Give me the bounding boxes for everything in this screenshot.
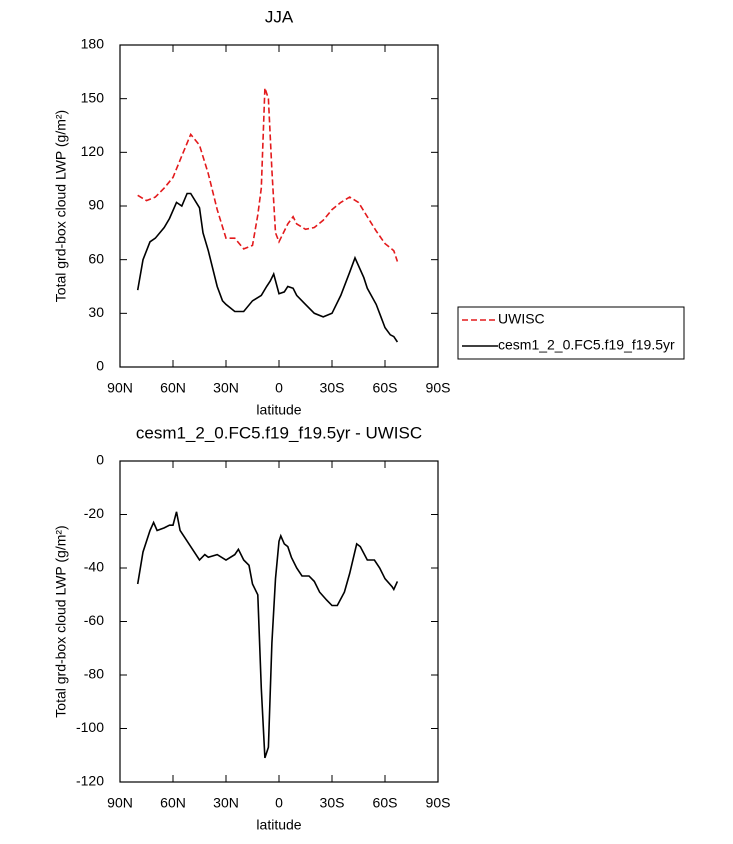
y-tick-label: 0 [96,358,104,374]
y-tick-label: 90 [88,197,104,213]
series-line [137,87,399,262]
x-tick-label: 30N [213,795,239,811]
series-line [136,511,399,759]
x-tick-label: 0 [275,795,283,811]
chart-title: cesm1_2_0.FC5.f19_f19.5yr - UWISC [136,423,422,442]
x-axis-label: latitude [256,817,301,833]
plot-frame [119,44,439,368]
x-axis-label: latitude [256,402,301,418]
legend-label: cesm1_2_0.FC5.f19_f19.5yr [498,337,675,353]
x-tick-label: 90N [107,380,133,396]
y-tick-label: -80 [84,666,104,682]
y-tick-label: 180 [81,36,105,52]
x-tick-label: 30S [320,795,345,811]
y-tick-label: 150 [81,89,105,105]
y-tick-label: -120 [76,773,104,789]
y-tick-label: 60 [88,250,104,266]
legend-box [457,306,685,360]
y-tick-label: -20 [84,505,104,521]
y-tick-label: 120 [81,143,105,159]
y-tick-label: -60 [84,612,104,628]
y-axis-label: Total grd-box cloud LWP (g/m²) [53,110,69,302]
legend-label: UWISC [498,311,545,327]
y-axis-label: Total grd-box cloud LWP (g/m²) [53,525,69,717]
x-tick-label: 60S [373,795,398,811]
x-tick-label: 30N [213,380,239,396]
y-tick-label: -100 [76,719,104,735]
plot-frame [119,460,439,783]
x-tick-label: 90N [107,795,133,811]
x-tick-label: 60N [160,380,186,396]
y-tick-label: 0 [96,452,104,468]
x-tick-label: 90S [426,795,451,811]
x-tick-label: 60N [160,795,186,811]
y-tick-label: 30 [88,304,104,320]
chart-title: JJA [265,7,294,26]
series-line [136,192,399,343]
x-tick-label: 0 [275,380,283,396]
x-tick-label: 90S [426,380,451,396]
y-tick-label: -40 [84,559,104,575]
x-tick-label: 30S [320,380,345,396]
x-tick-label: 60S [373,380,398,396]
